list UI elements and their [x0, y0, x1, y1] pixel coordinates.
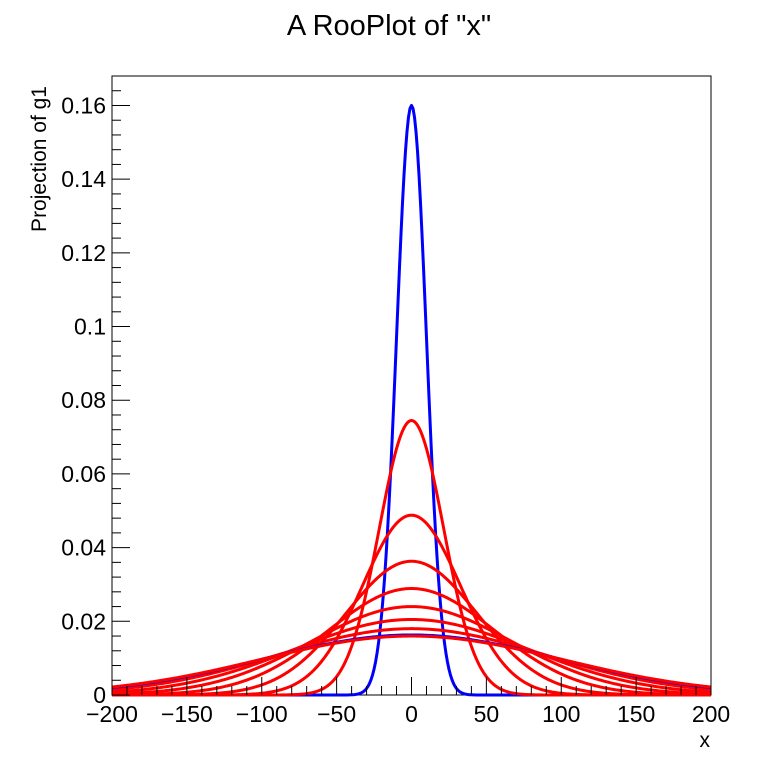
series-curve-2 — [112, 419, 711, 697]
x-tick-label: −200 — [86, 701, 138, 727]
y-tick-label: 0 — [93, 682, 106, 708]
series-curve-8 — [111, 627, 712, 692]
y-tick-label: 0.06 — [61, 461, 106, 487]
series-curve-7 — [111, 617, 712, 694]
y-axis-label: Projection of g1 — [28, 86, 51, 232]
y-tick-label: 0.08 — [61, 387, 106, 413]
y-tick-label: 0.12 — [61, 240, 106, 266]
series-curve-4 — [112, 559, 711, 697]
y-tick-label: 0.1 — [74, 314, 106, 340]
ticks-layer — [111, 75, 712, 696]
y-tick-label: 0.16 — [61, 92, 106, 118]
x-tick-label: −100 — [236, 701, 288, 727]
x-tick-label: 50 — [474, 701, 500, 727]
y-tick-label: 0.04 — [61, 535, 106, 561]
x-tick-label: 100 — [542, 701, 580, 727]
x-tick-label: 0 — [405, 701, 418, 727]
series-curve-6 — [111, 605, 712, 696]
series-curve-10 — [111, 634, 712, 689]
x-tick-label: 150 — [617, 701, 655, 727]
curves-layer — [111, 103, 712, 697]
x-tick-label: 200 — [692, 701, 730, 727]
y-tick-label: 0.14 — [61, 166, 106, 192]
chart-title: A RooPlot of "x" — [286, 10, 492, 42]
tick-labels-layer: −200 −150 −100 −50 0 50 100 150 200 0 0.02 0.04 0.06… — [61, 92, 730, 727]
x-tick-label: −150 — [161, 701, 213, 727]
x-axis-label: x — [700, 729, 711, 752]
plot-frame — [111, 75, 712, 696]
series-curve-5 — [111, 587, 712, 697]
y-tick-label: 0.02 — [61, 608, 106, 634]
plot-frame-layer — [111, 75, 712, 696]
x-tick-label: −50 — [317, 701, 356, 727]
